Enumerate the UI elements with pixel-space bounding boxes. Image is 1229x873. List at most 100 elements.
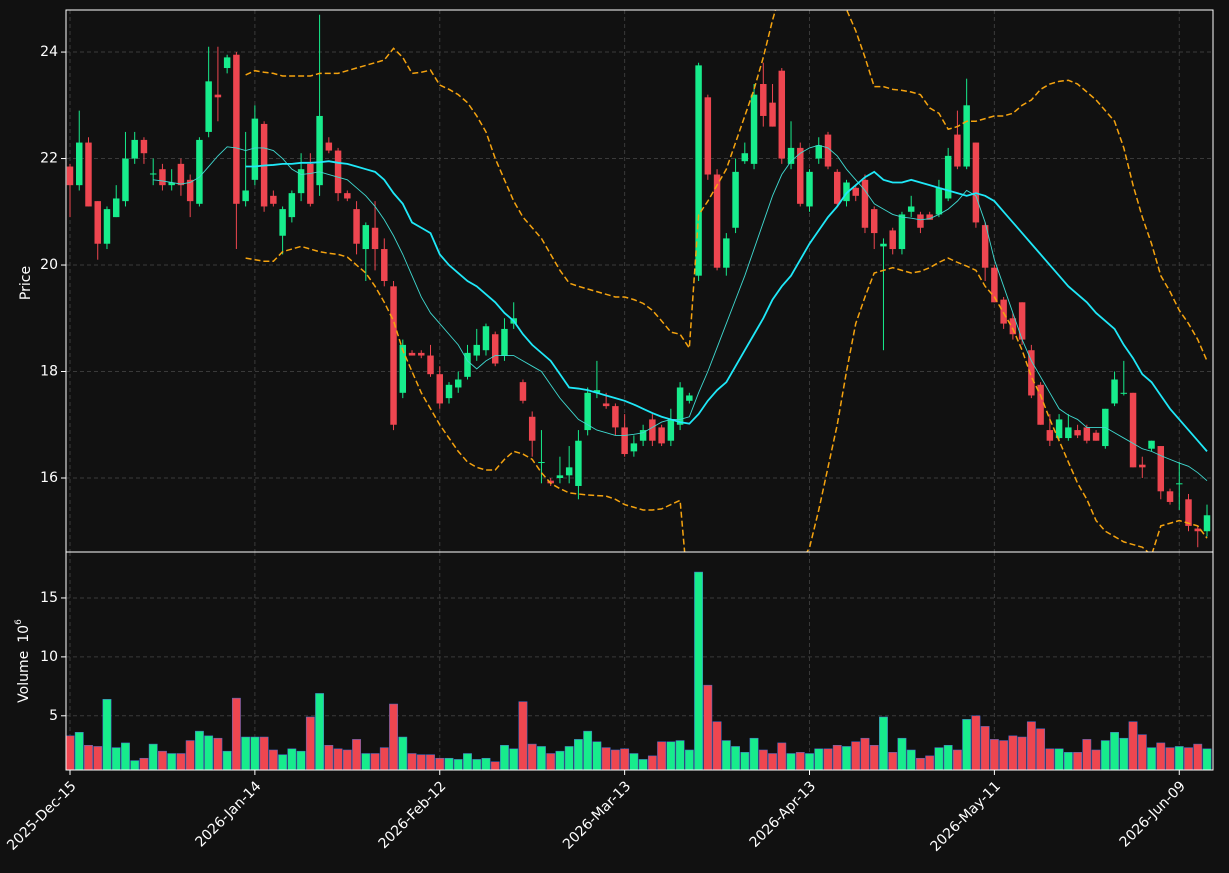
candle-body [1148, 440, 1155, 449]
candle-body [954, 134, 961, 167]
volume-bar [546, 753, 556, 770]
volume-bar [416, 754, 426, 770]
volume-scale: 10 [16, 625, 32, 643]
volume-bar [888, 752, 898, 770]
volume-bar [222, 750, 232, 770]
candle-body [667, 419, 675, 441]
volume-bar [879, 716, 888, 770]
volume-bar [185, 740, 195, 770]
volume-bar [500, 745, 509, 770]
candle-body [1185, 499, 1192, 526]
volume-bar [139, 757, 149, 770]
volume-bar [93, 746, 103, 770]
candle-body [723, 238, 730, 268]
candle-body [445, 384, 453, 399]
candle-body [732, 171, 739, 228]
volume-bar [167, 753, 177, 770]
volume-bar [592, 741, 602, 770]
volume-bar [158, 750, 167, 770]
candle-body [556, 475, 564, 478]
overlay-line [245, 10, 1208, 362]
candle-body [1074, 430, 1081, 436]
volume-label: Volume [16, 651, 32, 703]
volume-bar [1119, 737, 1129, 770]
volume-bar [971, 715, 981, 770]
candle-body [575, 440, 582, 486]
volume-bar [842, 746, 851, 770]
volume-bar [287, 748, 297, 770]
candle-body [649, 419, 656, 441]
volume-bar [1091, 749, 1101, 770]
volume-bar [925, 755, 935, 770]
volume-bar [758, 749, 768, 770]
volume-bar [204, 735, 214, 770]
volume-bar [694, 571, 703, 770]
volume-bar [370, 753, 380, 770]
volume-bar [1054, 748, 1064, 770]
overlay-line [245, 160, 1208, 452]
candle-body [196, 139, 203, 204]
candle-body [381, 249, 388, 281]
candle-body [297, 169, 305, 194]
volume-bar [379, 747, 389, 770]
volume-bar [481, 757, 491, 770]
volume-bar [509, 748, 519, 770]
candle-body [1000, 299, 1007, 324]
volume-bar [731, 746, 740, 770]
volume-bar [906, 749, 916, 770]
candle-body [251, 118, 259, 180]
volume-bar [777, 742, 787, 770]
volume-bar [1063, 752, 1073, 770]
candle-body [334, 150, 342, 194]
volume-bar [999, 740, 1009, 770]
volume-bar [980, 726, 990, 770]
candle-body [103, 209, 111, 244]
candle-body [1018, 302, 1026, 340]
volume-bar [712, 721, 722, 770]
volume-bar [583, 730, 593, 770]
volume-bar [1036, 728, 1046, 770]
y-tick-label: 18 [40, 364, 58, 380]
volume-bar [176, 753, 186, 770]
volume-bar [1156, 742, 1166, 770]
volume-bar [897, 737, 907, 770]
candle-body [159, 169, 166, 186]
volume-bar [537, 746, 546, 770]
candle-body [889, 230, 896, 250]
candle-body [1139, 464, 1146, 468]
y-tick-label: 15 [40, 590, 58, 606]
volume-bar [1174, 746, 1184, 770]
candle-body [639, 430, 647, 441]
candle-body [362, 225, 370, 250]
volume-bar [795, 752, 805, 770]
volume-bar [195, 730, 204, 770]
volume-bar [435, 757, 445, 770]
volume-bar [1137, 734, 1147, 770]
volume-bar [259, 736, 269, 770]
candle-body [491, 334, 499, 364]
volume-bar [916, 757, 925, 770]
candle-body [464, 352, 471, 377]
candle-body [279, 209, 286, 236]
volume-bar [1026, 721, 1036, 770]
price-axis-label: Price [18, 266, 34, 300]
candle-body [455, 379, 462, 388]
volume-bar [148, 743, 158, 770]
volume-bar [66, 735, 75, 770]
candle-body [316, 115, 323, 186]
candle-body [602, 403, 610, 407]
candle-body [750, 94, 758, 164]
volume-bar [574, 739, 583, 770]
candle-body [834, 171, 841, 204]
volume-bar [426, 754, 435, 770]
candle-body [861, 179, 869, 228]
candle-body [991, 267, 998, 303]
candle-body [1046, 430, 1054, 441]
candle-body [1176, 483, 1183, 485]
volume-bar [102, 699, 112, 770]
candle-body [519, 382, 527, 401]
volume-bar [768, 753, 777, 770]
candle-body [122, 158, 129, 202]
volume-bar [111, 747, 121, 770]
